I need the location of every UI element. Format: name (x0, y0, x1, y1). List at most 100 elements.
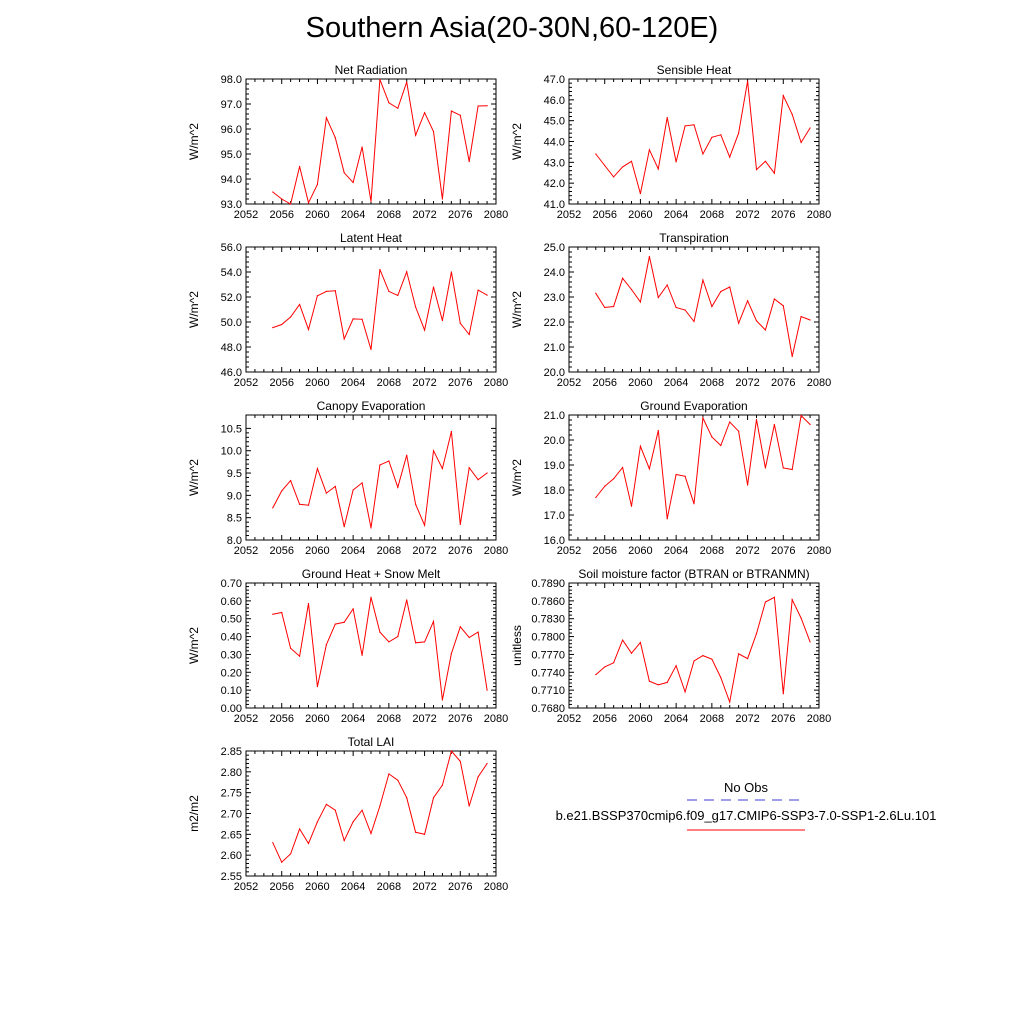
x-tick-label: 2072 (412, 377, 436, 389)
data-point (415, 831, 417, 833)
data-point (450, 430, 452, 433)
data-point (746, 657, 749, 660)
y-tick-label: 45.0 (544, 116, 565, 128)
x-tick-label: 2076 (771, 713, 795, 725)
y-tick-label: 2.55 (221, 871, 242, 883)
data-point (432, 286, 435, 288)
y-axis-label: W/m^2 (187, 291, 201, 328)
data-point (630, 288, 633, 291)
y-tick-label: 0.00 (221, 703, 242, 715)
data-point (595, 496, 597, 499)
data-point (755, 418, 758, 421)
data-point (388, 290, 390, 292)
data-point (432, 130, 435, 133)
x-tick-label: 2064 (664, 209, 688, 221)
data-point (666, 284, 668, 286)
data-point (477, 776, 479, 778)
data-point (604, 485, 606, 487)
y-tick-label: 95.0 (221, 149, 242, 161)
data-point (782, 95, 784, 97)
data-point (450, 271, 452, 273)
data-point (657, 684, 659, 686)
data-point (621, 166, 624, 168)
series-line (595, 81, 811, 194)
data-point (397, 486, 399, 488)
y-tick-label: 50.0 (221, 317, 242, 329)
data-point (604, 306, 606, 309)
data-point (729, 156, 731, 158)
data-point (459, 626, 461, 628)
data-point (316, 821, 319, 823)
y-tick-label: 56.0 (221, 242, 242, 254)
data-point (666, 681, 668, 684)
x-tick-label: 2080 (807, 377, 831, 389)
data-point (406, 797, 408, 799)
data-point (272, 613, 274, 615)
series-line (595, 256, 811, 357)
data-point (415, 134, 417, 136)
data-point (307, 328, 310, 331)
data-point (298, 303, 301, 306)
x-tick-label: 2080 (807, 713, 831, 725)
panel-title: Latent Heat (340, 231, 403, 245)
data-point (468, 636, 470, 639)
data-point (595, 674, 597, 676)
x-tick-label: 2068 (377, 713, 401, 725)
data-point (325, 117, 327, 119)
data-point (675, 473, 677, 476)
data-point (352, 489, 354, 491)
x-tick-label: 2068 (700, 713, 724, 725)
x-tick-label: 2068 (700, 377, 724, 389)
data-point (415, 642, 417, 644)
data-point (809, 423, 811, 426)
data-point (729, 421, 731, 423)
y-tick-label: 0.70 (221, 578, 242, 590)
data-point (415, 503, 417, 505)
x-tick-label: 2068 (700, 209, 724, 221)
y-tick-label: 9.0 (227, 490, 242, 502)
y-tick-label: 2.65 (221, 829, 242, 841)
plot-frame (568, 414, 820, 541)
data-point (281, 490, 283, 492)
data-point (468, 805, 470, 807)
data-point (406, 271, 408, 273)
data-point (441, 319, 444, 322)
data-point (782, 467, 784, 469)
x-tick-label: 2076 (771, 209, 795, 221)
legend-samples (687, 799, 805, 831)
x-tick-label: 2080 (484, 713, 508, 725)
y-axis-label: m2/m2 (187, 795, 201, 832)
y-tick-label: 44.0 (544, 137, 565, 149)
data-point (307, 504, 310, 506)
panel-0: 2052 2056 2060 2064 2068 2072 2076 2080 93.0 94.0… (187, 63, 508, 221)
y-tick-label: 43.0 (544, 157, 565, 169)
panel-title: Transpiration (659, 231, 729, 245)
y-tick-label: 25.0 (544, 242, 565, 254)
data-point (486, 472, 488, 474)
data-point (316, 183, 319, 186)
data-point (711, 658, 713, 660)
y-tick-label: 0.7680 (531, 703, 565, 715)
y-tick-label: 46.0 (544, 95, 565, 107)
data-point (800, 617, 802, 619)
data-point (423, 833, 426, 835)
data-point (711, 305, 713, 308)
y-tick-label: 9.5 (227, 468, 242, 480)
plot-frame (245, 582, 497, 709)
data-point (684, 125, 686, 127)
data-point (441, 467, 444, 470)
data-point (361, 809, 363, 811)
y-tick-label: 10.0 (221, 446, 242, 458)
data-point (343, 621, 345, 623)
y-tick-label: 21.0 (544, 342, 565, 354)
y-tick-label: 47.0 (544, 74, 565, 86)
x-tick-label: 2056 (269, 377, 293, 389)
data-point (729, 701, 731, 703)
data-point (711, 436, 713, 438)
data-point (764, 329, 767, 331)
data-point (486, 689, 488, 691)
data-point (290, 203, 292, 205)
x-tick-label: 2060 (305, 209, 329, 221)
data-point (423, 112, 426, 114)
data-point (639, 301, 642, 303)
